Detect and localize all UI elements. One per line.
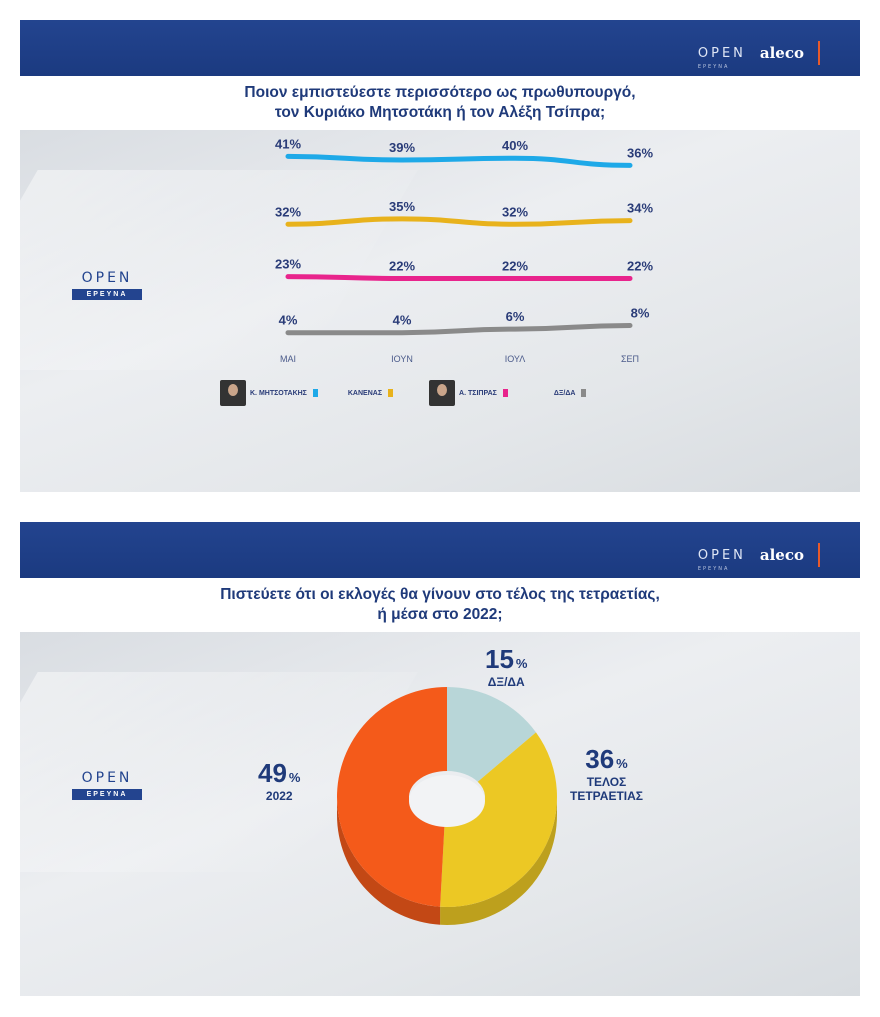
chart-legend: Κ. ΜΗΤΣΟΤΑΚΗΣ ΚΑΝΕΝΑΣ Α. ΤΣΙΠΡΑΣ ΔΞ/ΔΑ bbox=[220, 380, 587, 406]
open-brand-logo: OPEN ΕΡΕΥΝΑ bbox=[697, 45, 746, 70]
donut-chart bbox=[337, 687, 557, 925]
legend-swatch bbox=[388, 389, 394, 397]
data-label: 32% bbox=[502, 204, 528, 219]
data-label: 36% bbox=[627, 145, 653, 160]
tsipras-photo bbox=[429, 380, 456, 406]
donut-chart-area: OPEN ΕΡΕΥΝΑ 15% ΔΞ/ΔΑ 36% ΤΕΛΟΣ ΤΕΤΡΑΕΤΙ… bbox=[20, 632, 860, 996]
legend-swatch bbox=[312, 389, 318, 397]
x-tick-label: ΜΑΙ bbox=[280, 354, 296, 364]
brand-logos: OPEN ΕΡΕΥΝΑ aleco bbox=[697, 40, 820, 70]
x-tick-label: ΙΟΥΛ bbox=[505, 354, 526, 364]
data-label: 32% bbox=[275, 204, 301, 219]
donut-hole bbox=[409, 775, 485, 827]
legend-item-tsipras: Α. ΤΣΙΠΡΑΣ bbox=[459, 389, 508, 397]
slice-label-end-of-term: 36% ΤΕΛΟΣ ΤΕΤΡΑΕΤΙΑΣ bbox=[570, 744, 643, 803]
aleco-logo: aleco bbox=[759, 44, 804, 62]
chart-title: Ποιον εμπιστεύεστε περισσότερο ως πρωθυπ… bbox=[20, 76, 860, 130]
title-line-2: ή μέσα στο 2022; bbox=[377, 606, 503, 623]
slice-- bbox=[447, 687, 536, 782]
data-label: 4% bbox=[393, 313, 412, 328]
data-label: 22% bbox=[389, 258, 415, 273]
legend-item-kanenas: ΚΑΝΕΝΑΣ bbox=[348, 389, 394, 397]
brand-logos: OPEN ΕΡΕΥΝΑ aleco bbox=[697, 542, 820, 572]
title-line-1: Ποιον εμπιστεύεστε περισσότερο ως πρωθυπ… bbox=[244, 84, 636, 101]
brand-separator bbox=[818, 41, 820, 65]
slice-label-2022: 49% 2022 bbox=[258, 758, 301, 803]
x-tick-label: ΙΟΥΝ bbox=[391, 354, 413, 364]
aleco-logo: aleco bbox=[759, 546, 804, 564]
series-line-0 bbox=[285, 153, 633, 168]
data-label: 4% bbox=[279, 313, 298, 328]
data-label: 22% bbox=[502, 258, 528, 273]
data-label: 8% bbox=[631, 306, 650, 321]
data-label: 34% bbox=[627, 201, 653, 216]
slice-label-dk: 15% ΔΞ/ΔΑ bbox=[485, 644, 528, 689]
title-line-1: Πιστεύετε ότι οι εκλογές θα γίνουν στο τ… bbox=[220, 586, 660, 603]
legend-swatch bbox=[581, 389, 587, 397]
data-label: 23% bbox=[275, 257, 301, 272]
panel-trust-pm: OPEN ΕΡΕΥΝΑ aleco Ποιον εμπιστεύεστε περι… bbox=[20, 20, 860, 492]
header-bar: OPEN ΕΡΕΥΝΑ aleco bbox=[20, 522, 860, 578]
data-label: 6% bbox=[506, 309, 525, 324]
legend-item-dk: ΔΞ/ΔΑ bbox=[554, 389, 587, 397]
data-label: 40% bbox=[502, 138, 528, 153]
slice-side-1 bbox=[440, 797, 557, 925]
data-label: 39% bbox=[389, 140, 415, 155]
legend-item-mitsotakis: Κ. ΜΗΤΣΟΤΑΚΗΣ bbox=[250, 389, 318, 397]
data-label: 41% bbox=[275, 136, 301, 151]
open-brand-logo: OPEN ΕΡΕΥΝΑ bbox=[697, 547, 746, 572]
open-erevna-logo: OPEN ΕΡΕΥΝΑ bbox=[72, 270, 142, 300]
line-chart-area: OPEN ΕΡΕΥΝΑ 41% 39% 40% 36% 32% 35% 32% 34% 23% 2… bbox=[20, 130, 860, 492]
mitsotakis-photo bbox=[220, 380, 246, 406]
series-line-3 bbox=[285, 323, 633, 336]
slice-side-2 bbox=[337, 797, 441, 925]
title-line-2: τον Κυριάκο Μητσοτάκη ή τον Αλέξη Τσίπρα… bbox=[274, 104, 606, 121]
data-label: 22% bbox=[627, 258, 653, 273]
slice-2022 bbox=[337, 687, 447, 907]
series-line-2 bbox=[285, 274, 633, 281]
brand-separator bbox=[818, 543, 820, 567]
x-tick-label: ΣΕΠ bbox=[621, 354, 639, 364]
open-erevna-logo: OPEN ΕΡΕΥΝΑ bbox=[72, 770, 142, 800]
chart-title: Πιστεύετε ότι οι εκλογές θα γίνουν στο τ… bbox=[20, 578, 860, 632]
slice-- bbox=[440, 732, 557, 907]
panel-elections: OPEN ΕΡΕΥΝΑ aleco Πιστεύετε ότι οι εκλογέ… bbox=[20, 522, 860, 996]
legend-swatch bbox=[502, 389, 508, 397]
series-line-1 bbox=[285, 216, 633, 227]
header-bar: OPEN ΕΡΕΥΝΑ aleco bbox=[20, 20, 860, 76]
line-chart: 41% 39% 40% 36% 32% 35% 32% 34% 23% 22% 22% 22% 4% 4%… bbox=[275, 136, 653, 364]
data-label: 35% bbox=[389, 199, 415, 214]
